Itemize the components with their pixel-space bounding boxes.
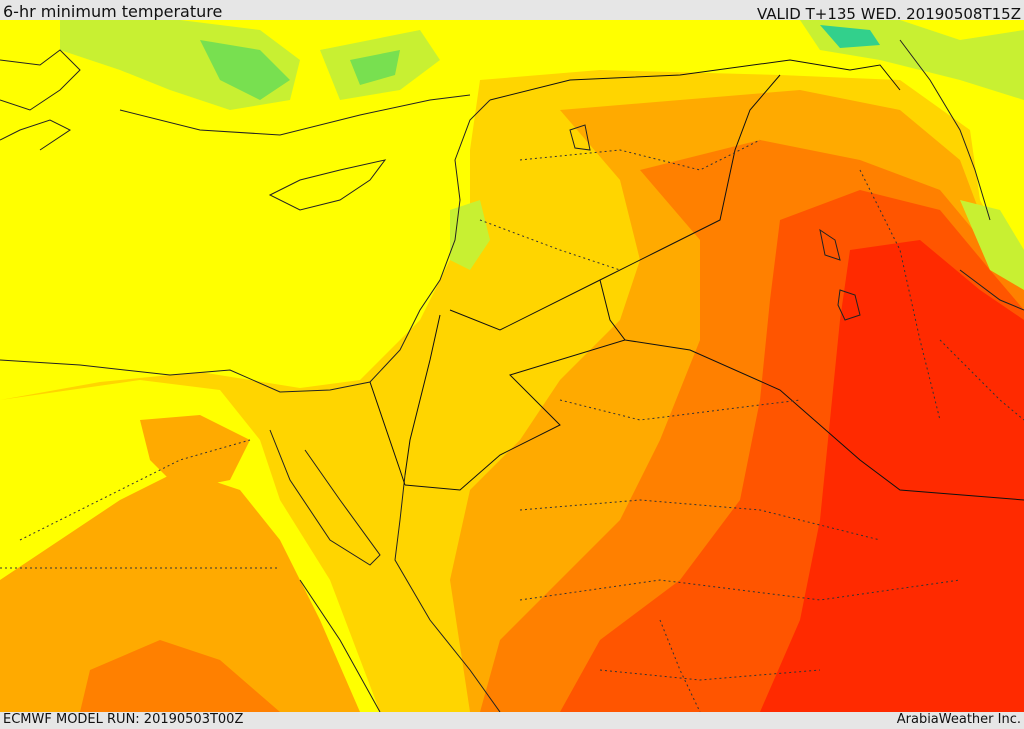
zone-red-sea-light <box>320 500 450 712</box>
temperature-map <box>0 20 1024 712</box>
credit-label: ArabiaWeather Inc. <box>896 712 1021 727</box>
zone-dark-orange-africa <box>80 640 280 712</box>
chart-title: 6-hr minimum temperature <box>3 2 223 21</box>
zone-orange-africa-north <box>140 415 250 490</box>
zone-green-north-2 <box>200 40 290 100</box>
zone-teal-ne <box>820 25 880 48</box>
model-run-label: ECMWF MODEL RUN: 20190503T00Z <box>3 712 244 727</box>
zone-orange-africa <box>0 470 360 712</box>
zone-green-lebanon <box>450 200 490 270</box>
zone-green-north-4 <box>350 50 400 85</box>
admin-boundaries <box>0 139 1024 712</box>
country-borders <box>369 59 1024 501</box>
coastlines <box>0 39 1024 712</box>
zone-green-east-border <box>960 200 1024 290</box>
valid-time-label: VALID T+135 WED. 20190508T15Z <box>756 5 1021 23</box>
